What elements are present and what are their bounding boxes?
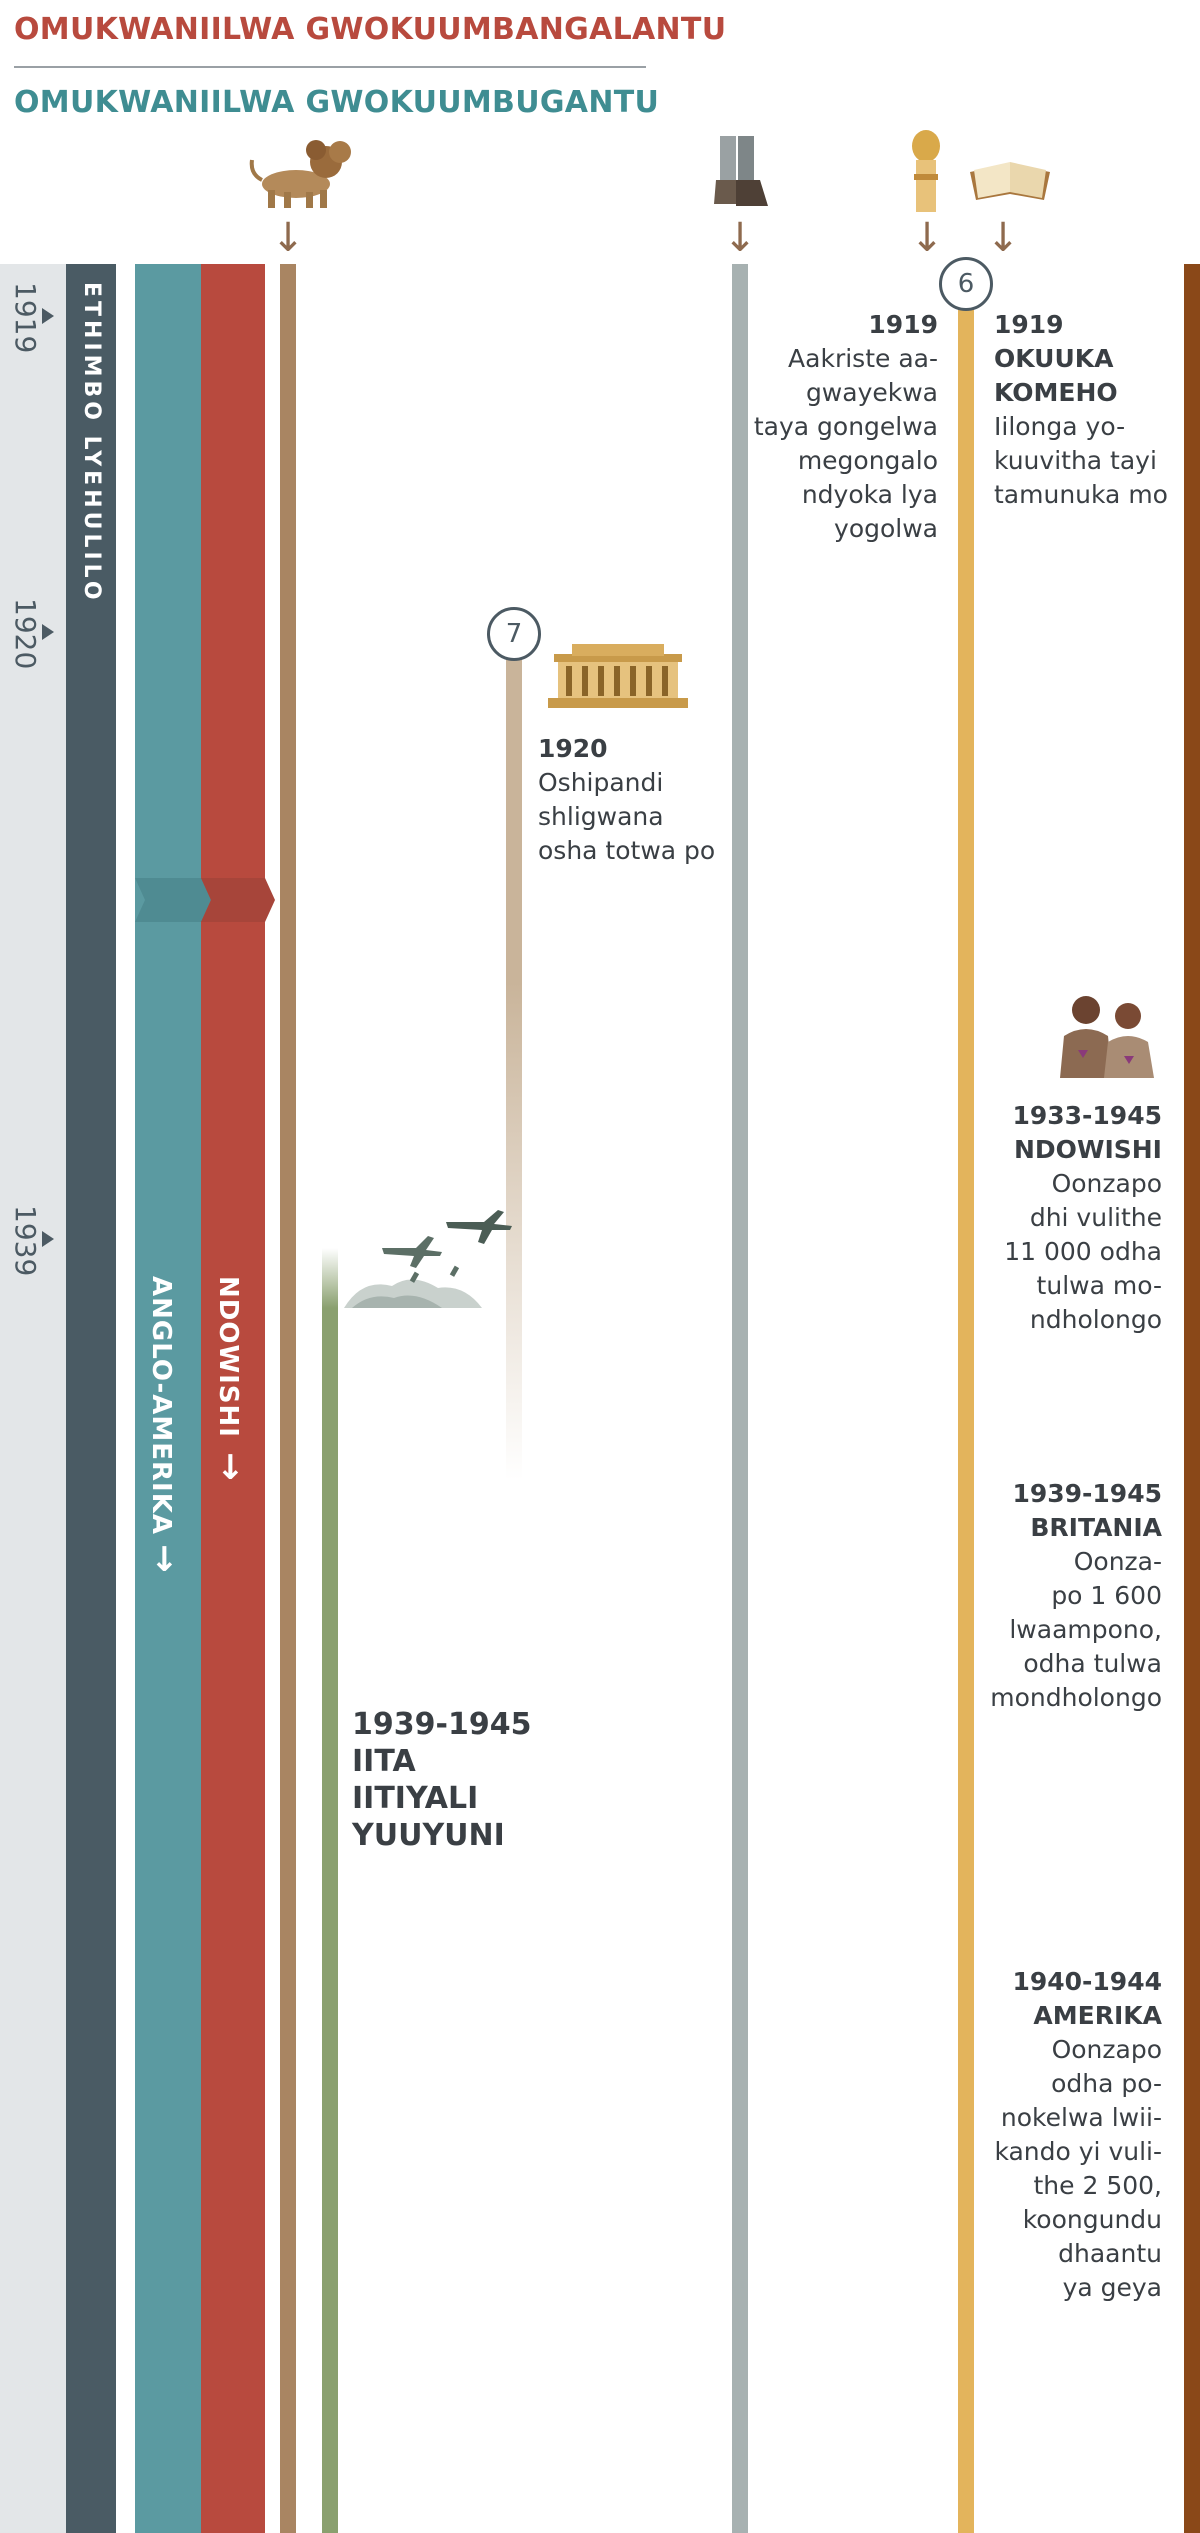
kingdom-chevron bbox=[135, 878, 275, 922]
line: the 2 500, bbox=[1033, 2171, 1163, 2200]
line: gwayekwa bbox=[805, 378, 938, 407]
line: shligwana bbox=[538, 802, 664, 831]
line: Oonzapo bbox=[1051, 2035, 1162, 2064]
line: kuuvitha tayi bbox=[994, 446, 1157, 475]
line: koongundu bbox=[1022, 2205, 1162, 2234]
line: Aakriste aa- bbox=[788, 344, 938, 373]
line: ndyoka lya bbox=[801, 480, 938, 509]
bible-arrow-icon: ↓ bbox=[986, 215, 1020, 261]
year-1920-label: 1920 bbox=[9, 598, 42, 669]
event-1920-league-year: 1920 bbox=[538, 734, 608, 763]
line: yogolwa bbox=[834, 514, 938, 543]
feet-timeline bbox=[732, 264, 748, 2533]
line: osha totwa po bbox=[538, 836, 716, 865]
line: YUUYUNI bbox=[352, 1818, 505, 1853]
line: ndholongo bbox=[1029, 1305, 1162, 1334]
event-1919-preaching-year: 1919 bbox=[994, 310, 1064, 339]
feet-icon bbox=[714, 136, 768, 206]
line: IITIYALI bbox=[352, 1781, 479, 1816]
line: dhi vulithe bbox=[1029, 1203, 1162, 1232]
bombers-icon bbox=[344, 1210, 512, 1308]
event-1920-league: 1920 Oshipandi shligwana osha totwa po bbox=[538, 732, 738, 868]
bible-icon bbox=[970, 162, 1050, 200]
line: Iilonga yo- bbox=[994, 412, 1126, 441]
line: nokelwa lwii- bbox=[1000, 2103, 1162, 2132]
line: mondholongo bbox=[990, 1683, 1162, 1712]
line: odha po- bbox=[1051, 2069, 1162, 2098]
germany-arrow-icon: ↓ bbox=[216, 1448, 245, 1488]
marker-six: 6 bbox=[939, 257, 993, 311]
line: tulwa mo- bbox=[1036, 1271, 1162, 1300]
line: ya geya bbox=[1062, 2273, 1162, 2302]
anglo-america-arrow-icon: ↓ bbox=[150, 1540, 179, 1580]
line: Oonza- bbox=[1073, 1547, 1162, 1576]
lion-timeline bbox=[280, 264, 296, 2533]
line: BRITANIA bbox=[1030, 1513, 1162, 1542]
line: lwaampono, bbox=[1009, 1615, 1162, 1644]
line: 1939-1945 bbox=[352, 1707, 532, 1742]
ww2-timeline bbox=[322, 1248, 338, 2533]
line: 1939-1945 bbox=[1012, 1479, 1162, 1508]
line: 1940-1944 bbox=[1012, 1967, 1162, 1996]
wheat-arrow-icon: ↓ bbox=[910, 215, 944, 261]
prisoners-icon bbox=[1060, 996, 1154, 1078]
line: OKUUKA bbox=[994, 344, 1114, 373]
lion-arrow-icon: ↓ bbox=[271, 215, 305, 261]
event-britain: 1939-1945 BRITANIA Oonza- po 1 600 lwaam… bbox=[980, 1477, 1162, 1715]
line: Oshipandi bbox=[538, 768, 664, 797]
line: IITA bbox=[352, 1744, 416, 1779]
building-icon bbox=[548, 644, 688, 708]
line: tamunuka mo bbox=[994, 480, 1168, 509]
line: dhaantu bbox=[1058, 2239, 1162, 2268]
feet-arrow-icon: ↓ bbox=[723, 215, 757, 261]
year-1920-marker bbox=[42, 624, 54, 640]
year-1919-marker bbox=[42, 308, 54, 324]
event-1919-preaching: 1919 OKUUKA KOMEHO Iilonga yo- kuuvitha … bbox=[994, 308, 1180, 512]
event-america: 1940-1944 AMERIKA Oonzapo odha po- nokel… bbox=[980, 1965, 1162, 2305]
line: kando yi vuli- bbox=[994, 2137, 1162, 2166]
line: AMERIKA bbox=[1033, 2001, 1162, 2030]
header-teal-title: OMUKWANIILWA GWOKUUMBUGANTU bbox=[14, 85, 660, 120]
header-red-title: OMUKWANIILWA GWOKUUMBANGALANTU bbox=[14, 12, 727, 47]
last-days-label: ETHIMBO LYEHULILO bbox=[79, 282, 104, 604]
line: 1933-1945 bbox=[1012, 1101, 1162, 1130]
marker-seven: 7 bbox=[487, 607, 541, 661]
league-timeline bbox=[506, 650, 522, 1480]
year-gutter bbox=[0, 264, 66, 2533]
line: Oonzapo bbox=[1051, 1169, 1162, 1198]
line: KOMEHO bbox=[994, 378, 1118, 407]
germany-label: NDOWISHI bbox=[213, 1276, 243, 1438]
line: odha tulwa bbox=[1023, 1649, 1162, 1678]
year-1939-marker bbox=[42, 1231, 54, 1247]
wheat-timeline bbox=[958, 300, 974, 2533]
lion-icon bbox=[249, 140, 351, 208]
line: megongalo bbox=[797, 446, 938, 475]
event-1919-anointed-year: 1919 bbox=[868, 310, 938, 339]
last-days-band bbox=[66, 264, 116, 2533]
event-germany-persecution: 1933-1945 NDOWISHI Oonzapo dhi vulithe 1… bbox=[980, 1099, 1162, 1337]
event-1919-anointed: 1919 Aakriste aa- gwayekwa taya gongelwa… bbox=[720, 308, 938, 546]
wheat-icon bbox=[912, 130, 940, 212]
event-ww2: 1939-1945 IITA IITIYALI YUUYUNI bbox=[352, 1706, 602, 1854]
germany-band bbox=[201, 264, 265, 2533]
line: po 1 600 bbox=[1051, 1581, 1162, 1610]
year-1939-label: 1939 bbox=[9, 1205, 42, 1276]
year-1919-label: 1919 bbox=[9, 282, 42, 353]
anglo-america-band bbox=[135, 264, 201, 2533]
anglo-america-label: ANGLO-AMERIKA bbox=[146, 1276, 176, 1535]
line: NDOWISHI bbox=[1013, 1135, 1162, 1164]
line: taya gongelwa bbox=[753, 412, 938, 441]
bible-timeline bbox=[1184, 264, 1200, 2533]
header-divider bbox=[14, 66, 646, 68]
line: 11 000 odha bbox=[1004, 1237, 1162, 1266]
